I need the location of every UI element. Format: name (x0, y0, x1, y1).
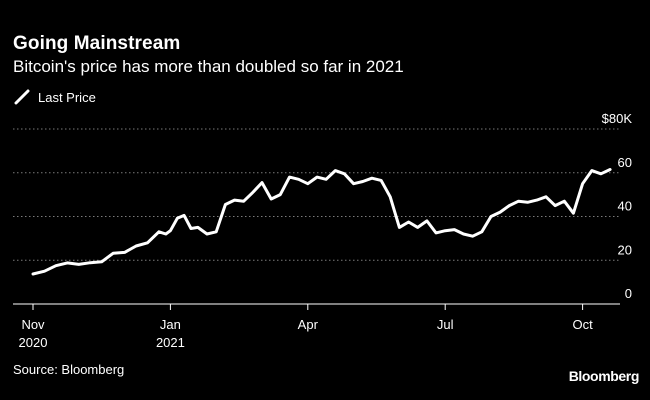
x-tick-label: Jul (437, 317, 454, 332)
y-tick-label: 0 (625, 286, 632, 301)
y-tick-label: 40 (618, 199, 632, 214)
legend-label: Last Price (38, 89, 96, 105)
x-tick-label: Apr (298, 317, 319, 332)
legend: Last Price (14, 88, 96, 106)
chart-subtitle: Bitcoin's price has more than doubled so… (13, 57, 404, 76)
x-tick-label: Nov (21, 317, 45, 332)
x-tick-label: Jan (160, 317, 181, 332)
x-tick-label: Oct (572, 317, 593, 332)
legend-line-icon (14, 89, 30, 105)
y-tick-label: 60 (618, 155, 632, 170)
bloomberg-logo: Bloomberg (568, 368, 640, 384)
x-tick-sublabel: 2021 (156, 335, 185, 350)
y-tick-label: 20 (618, 242, 632, 257)
source-note: Source: Bloomberg (13, 362, 125, 377)
y-tick-label: $80K (602, 111, 633, 126)
chart-title: Going Mainstream (13, 33, 181, 54)
series-line-last-price (31, 168, 612, 276)
x-tick-sublabel: 2020 (19, 335, 48, 350)
